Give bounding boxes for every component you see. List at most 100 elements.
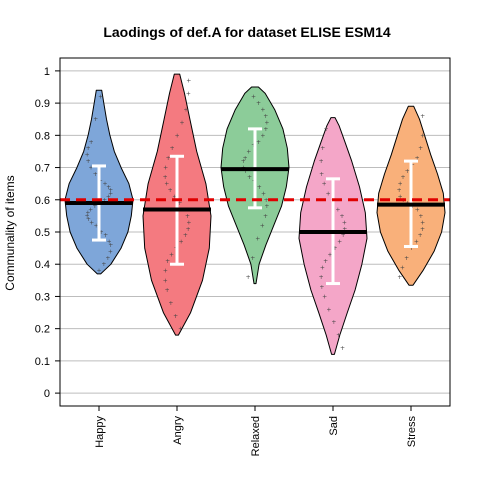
data-point: +: [414, 239, 419, 246]
data-point: +: [335, 206, 340, 213]
data-point: +: [420, 132, 425, 139]
data-point: +: [243, 168, 248, 175]
data-point: +: [102, 181, 107, 188]
data-point: +: [93, 116, 98, 123]
data-point: +: [186, 219, 191, 226]
data-point: +: [89, 219, 94, 226]
data-point: +: [179, 119, 184, 126]
data-point: +: [172, 194, 177, 201]
y-tick-label: 0.6: [35, 195, 50, 207]
y-tick-label: 0.7: [35, 163, 50, 175]
data-point: +: [243, 155, 248, 162]
y-tick-label: 1: [44, 66, 50, 78]
data-point: +: [106, 184, 111, 191]
violin-sad: ++++++++++++++++++++++++: [298, 117, 368, 355]
violin-stress: +++++++++++++++++++++++: [376, 105, 446, 286]
data-point: +: [319, 284, 324, 291]
data-point: +: [175, 132, 180, 139]
data-point: +: [98, 94, 103, 101]
data-point: +: [405, 168, 410, 175]
data-point: +: [322, 181, 327, 188]
data-point: +: [186, 78, 191, 85]
data-point: +: [322, 293, 327, 300]
y-tick-label: 0.4: [35, 259, 50, 271]
data-point: +: [257, 184, 262, 191]
y-tick-label: 0.1: [35, 356, 50, 368]
data-point: +: [179, 239, 184, 246]
data-point: +: [260, 107, 265, 114]
data-point: +: [93, 171, 98, 178]
data-point: +: [247, 174, 252, 181]
data-point: +: [185, 213, 190, 220]
data-point: +: [186, 226, 191, 233]
data-point: +: [101, 261, 106, 268]
x-tick-label: Stress: [406, 416, 418, 448]
x-tick-label: Relaxed: [250, 416, 262, 456]
data-point: +: [415, 155, 420, 162]
violin-relaxed: +++++++++++++++++++++++++: [220, 86, 290, 285]
x-tick-label: Happy: [94, 416, 106, 448]
data-point: +: [397, 187, 402, 194]
data-point: +: [326, 306, 331, 313]
data-point: +: [103, 232, 108, 239]
data-point: +: [410, 203, 415, 210]
data-point: +: [332, 245, 337, 252]
data-point: +: [342, 226, 347, 233]
violin-group: ++++++++++++++ ++++++++++++++++++++++++++…: [64, 73, 446, 355]
data-point: +: [165, 258, 170, 265]
data-point: +: [420, 219, 425, 226]
data-point: +: [168, 300, 173, 307]
data-point: +: [400, 264, 405, 271]
data-point: +: [320, 264, 325, 271]
data-point: +: [108, 190, 113, 197]
data-point: +: [398, 194, 403, 201]
data-point: +: [85, 152, 90, 159]
data-point: +: [85, 210, 90, 217]
data-point: +: [255, 235, 260, 242]
data-point: +: [398, 181, 403, 188]
data-point: +: [409, 245, 414, 252]
x-tick-label: Sad: [328, 416, 340, 436]
x-axis: Happy Angry Relaxed Sad Stress: [94, 406, 418, 456]
data-point: +: [418, 232, 423, 239]
data-point: +: [324, 126, 329, 133]
y-tick-label: 0.3: [35, 291, 50, 303]
data-point: +: [420, 113, 425, 120]
data-point: +: [92, 203, 97, 210]
data-point: +: [400, 174, 405, 181]
data-point: +: [89, 139, 94, 146]
data-point: +: [336, 332, 341, 339]
data-point: +: [246, 274, 251, 281]
data-point: +: [327, 252, 332, 259]
data-point: +: [418, 213, 423, 220]
y-tick-label: 0.8: [35, 130, 50, 142]
data-point: +: [86, 158, 91, 165]
data-point: +: [404, 255, 409, 262]
violin-angry: ++++++++++++++++++++++++++++: [142, 73, 212, 336]
data-point: +: [415, 206, 420, 213]
data-point: +: [166, 155, 171, 162]
data-point: +: [263, 126, 268, 133]
data-point: +: [183, 232, 188, 239]
data-point: +: [164, 181, 169, 188]
data-point: +: [86, 145, 91, 152]
data-point: +: [264, 119, 269, 126]
data-point: +: [165, 287, 170, 294]
data-point: +: [94, 223, 99, 230]
data-point: +: [169, 252, 174, 259]
data-point: +: [178, 326, 183, 333]
data-point: +: [246, 148, 251, 155]
data-point: +: [341, 232, 346, 239]
data-point: +: [170, 145, 175, 152]
data-point: +: [168, 187, 173, 194]
data-point: +: [340, 345, 345, 352]
data-point: +: [339, 213, 344, 220]
data-point: +: [326, 190, 331, 197]
data-point: +: [108, 242, 113, 249]
data-point: +: [106, 194, 111, 201]
data-point: +: [86, 216, 91, 223]
data-point: +: [163, 268, 168, 275]
data-point: +: [108, 187, 113, 194]
data-point: +: [108, 248, 113, 255]
